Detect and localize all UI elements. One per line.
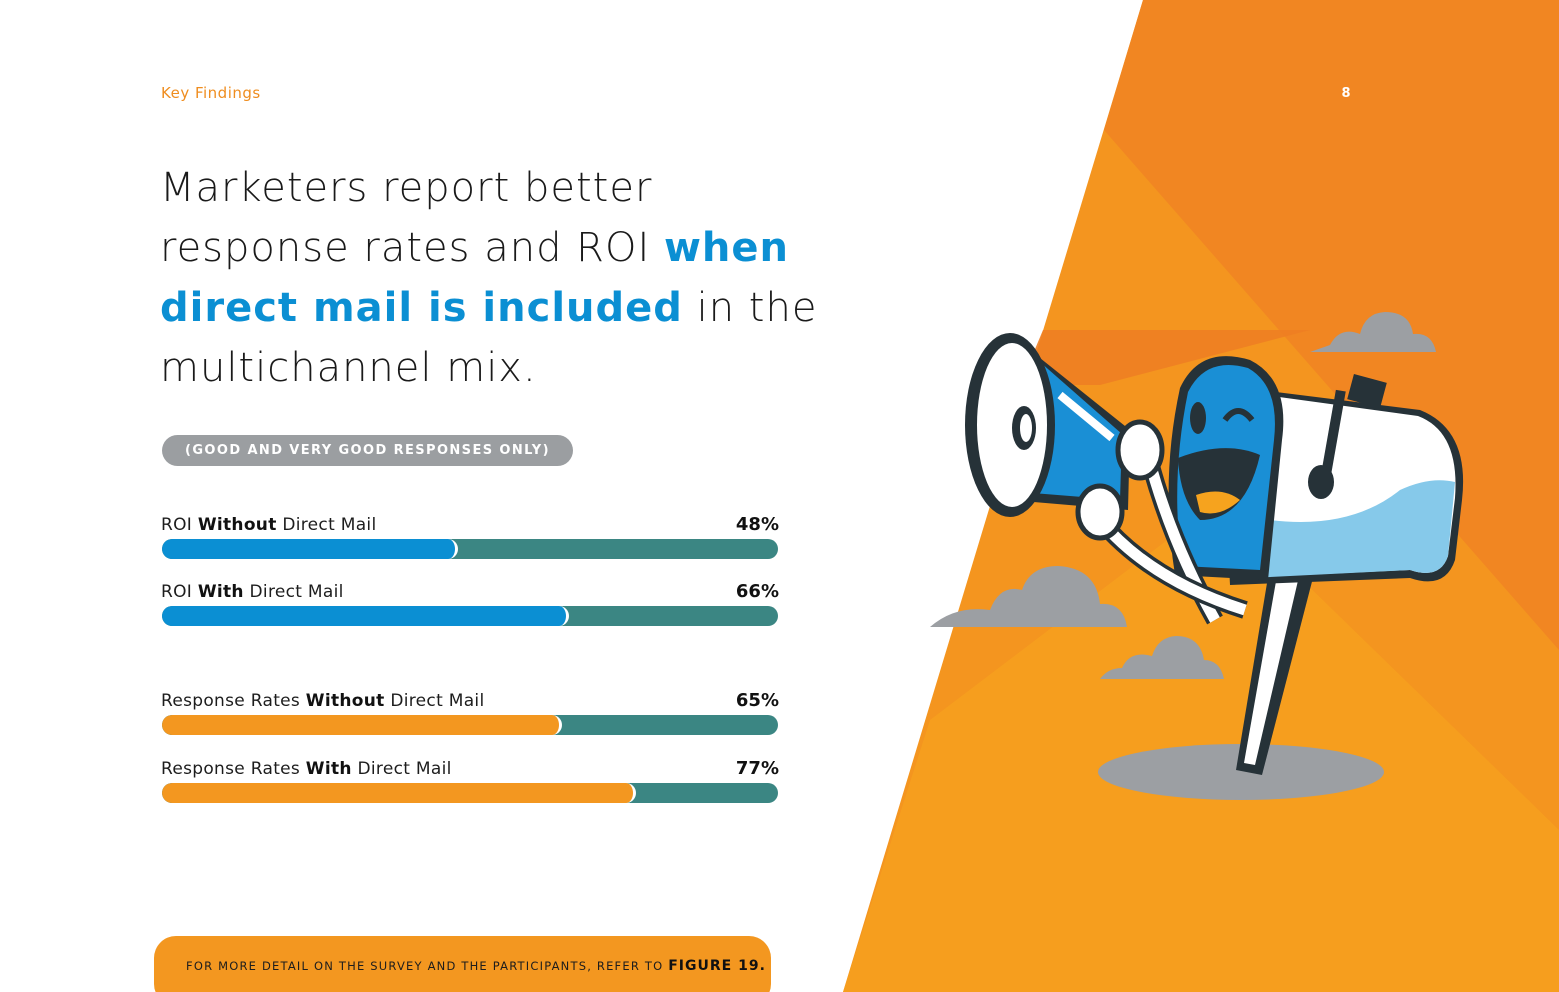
page-headline: Marketers report better response rates a… <box>160 158 820 398</box>
response-filter-pill: (GOOD AND VERY GOOD RESPONSES ONLY) <box>162 435 573 466</box>
bar-label: Response Rates Without Direct Mail <box>161 691 485 711</box>
footer-note: FOR MORE DETAIL ON THE SURVEY AND THE PA… <box>186 958 766 974</box>
bar-track <box>162 783 778 803</box>
page-number: 8 <box>1341 86 1351 101</box>
headline-highlight: when direct mail is included <box>160 225 790 331</box>
bar-label: ROI With Direct Mail <box>161 582 344 602</box>
orange-shade-band <box>1020 330 1310 385</box>
cloud-icon <box>930 566 1127 627</box>
bar-fill <box>162 539 458 559</box>
bar-label: ROI Without Direct Mail <box>161 515 377 535</box>
mascot-hand <box>1075 483 1125 541</box>
mailbox-body <box>1168 356 1464 585</box>
bar-item-roi-with: ROI With Direct Mail 66% <box>161 581 779 642</box>
section-label: Key Findings <box>161 84 261 102</box>
bar-track <box>162 539 778 559</box>
bar-value: 77% <box>735 758 779 779</box>
megaphone-icon <box>965 333 1130 517</box>
ground-shadow <box>1098 744 1384 800</box>
bar-fill <box>162 606 569 626</box>
bar-fill <box>162 715 563 735</box>
bar-item-response-without: Response Rates Without Direct Mail 65% <box>161 690 779 751</box>
bar-value: 65% <box>735 690 779 711</box>
headline-text-end: in the multichannel mix. <box>160 285 818 391</box>
bar-label: Response Rates With Direct Mail <box>161 759 452 779</box>
footer-note-text: FOR MORE DETAIL ON THE SURVEY AND THE PA… <box>186 959 664 973</box>
bar-value: 66% <box>735 581 779 602</box>
figure-reference: FIGURE 19. <box>668 958 766 974</box>
footer-callout <box>154 936 771 992</box>
bar-value: 48% <box>735 514 779 535</box>
bar-track <box>162 606 778 626</box>
headline-text: Marketers report better response rates a… <box>160 165 664 271</box>
bar-fill <box>162 783 637 803</box>
bar-item-response-with: Response Rates With Direct Mail 77% <box>161 758 779 819</box>
cloud-icon <box>1310 312 1436 352</box>
bar-item-roi-without: ROI Without Direct Mail 48% <box>161 514 779 575</box>
cloud-icon <box>1100 636 1224 679</box>
bar-track <box>162 715 778 735</box>
mascot-hand <box>1115 419 1165 481</box>
